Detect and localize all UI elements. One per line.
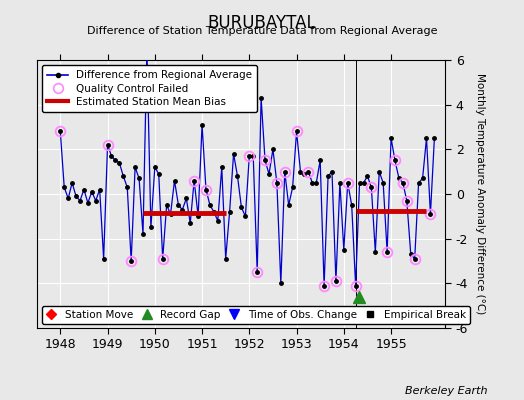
Y-axis label: Monthly Temperature Anomaly Difference (°C): Monthly Temperature Anomaly Difference (… — [475, 73, 485, 315]
Text: Difference of Station Temperature Data from Regional Average: Difference of Station Temperature Data f… — [87, 26, 437, 36]
Text: Berkeley Earth: Berkeley Earth — [405, 386, 487, 396]
Legend: Station Move, Record Gap, Time of Obs. Change, Empirical Break: Station Move, Record Gap, Time of Obs. C… — [42, 306, 470, 324]
Text: BURUBAYTAL: BURUBAYTAL — [208, 14, 316, 32]
